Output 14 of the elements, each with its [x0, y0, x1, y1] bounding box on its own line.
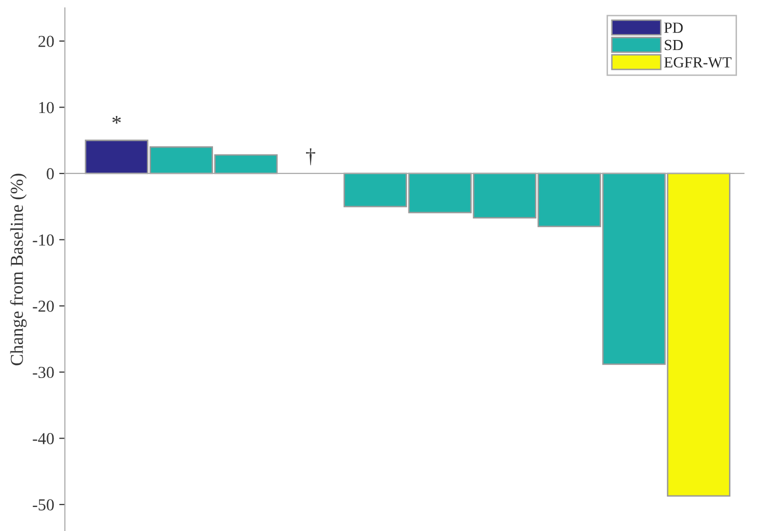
y-tick-label: 10 [39, 102, 54, 114]
y-tick-label: -50 [32, 499, 54, 510]
y-tick-label: -20 [32, 300, 54, 312]
y-tick-label: -40 [32, 433, 54, 444]
y-tick-label: -10 [32, 234, 54, 246]
annotation: † [306, 148, 316, 166]
legend-label: SD [664, 40, 683, 50]
y-tick-label: -30 [32, 366, 54, 378]
legend-label: EGFR-WT [664, 57, 732, 68]
y-axis-title: Change from Baseline (%) [10, 174, 27, 366]
annotation: * [112, 116, 121, 124]
y-tick-label: 0 [46, 168, 54, 180]
legend-label: PD [664, 22, 683, 33]
y-tick-label: 20 [38, 36, 54, 48]
